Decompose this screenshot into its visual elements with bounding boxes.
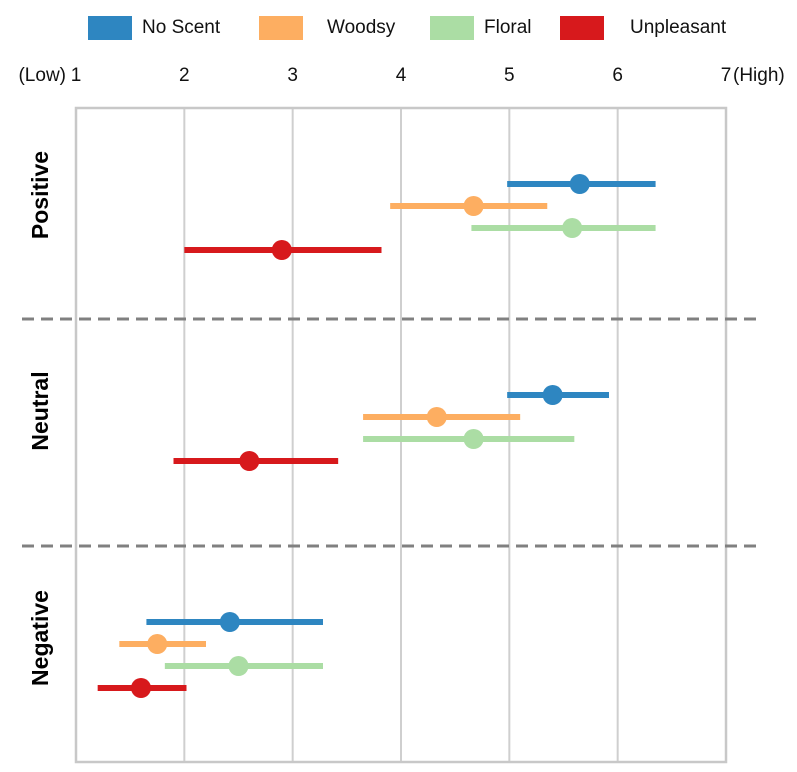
- legend-label-floral: Floral: [484, 17, 532, 38]
- mean-dot-woodsy-positive: [463, 196, 484, 216]
- legend-swatch-no-scent: [88, 16, 132, 40]
- mean-dot-floral-negative: [228, 656, 249, 676]
- group-labels: Positive Neutral Negative: [27, 151, 53, 686]
- x-tick-label-3: 3: [287, 65, 298, 86]
- mean-dot-unpleasant-negative: [131, 678, 151, 698]
- x-tick-label-6: 6: [612, 65, 623, 86]
- data-marks: [97, 174, 656, 698]
- legend-label-woodsy: Woodsy: [327, 17, 396, 38]
- x-low-label: (Low): [18, 65, 66, 86]
- legend-label-no-scent: No Scent: [142, 17, 221, 38]
- x-tick-label-5: 5: [504, 65, 515, 86]
- x-high-label: (High): [733, 65, 785, 86]
- legend-label-unpleasant: Unpleasant: [630, 17, 727, 38]
- mean-dot-floral-neutral: [463, 429, 484, 449]
- legend-swatch-floral: [430, 16, 474, 40]
- group-label-negative: Negative: [27, 590, 53, 686]
- group-label-neutral: Neutral: [27, 371, 53, 450]
- x-tick-label-7: 7: [721, 65, 732, 86]
- legend-swatch-woodsy: [259, 16, 303, 40]
- mean-dot-woodsy-negative: [147, 634, 168, 654]
- mean-dot-no-scent-positive: [569, 174, 590, 194]
- x-tick-label-1: 1: [71, 65, 82, 86]
- legend-item-woodsy: Woodsy: [259, 14, 395, 42]
- mean-dot-unpleasant-positive: [271, 240, 292, 260]
- mean-dot-floral-positive: [562, 218, 583, 238]
- grid-layer: [22, 106, 756, 764]
- mean-dot-no-scent-neutral: [542, 385, 563, 405]
- legend-swatch-unpleasant: [560, 16, 604, 40]
- legend-item-floral: Floral: [430, 14, 532, 42]
- x-tick-label-2: 2: [179, 65, 190, 86]
- x-tick-labels: 1 2 3 4 5 6 7 (Low) (High): [18, 65, 784, 86]
- group-label-positive: Positive: [27, 151, 53, 239]
- legend-item-unpleasant: Unpleasant: [560, 14, 726, 42]
- x-tick-label-4: 4: [396, 65, 407, 86]
- plot-frame: [74, 106, 728, 764]
- mean-dot-unpleasant-neutral: [239, 451, 260, 471]
- mean-dot-no-scent-negative: [219, 612, 240, 632]
- legend-item-no-scent: No Scent: [88, 14, 220, 42]
- mean-dot-woodsy-neutral: [426, 407, 447, 427]
